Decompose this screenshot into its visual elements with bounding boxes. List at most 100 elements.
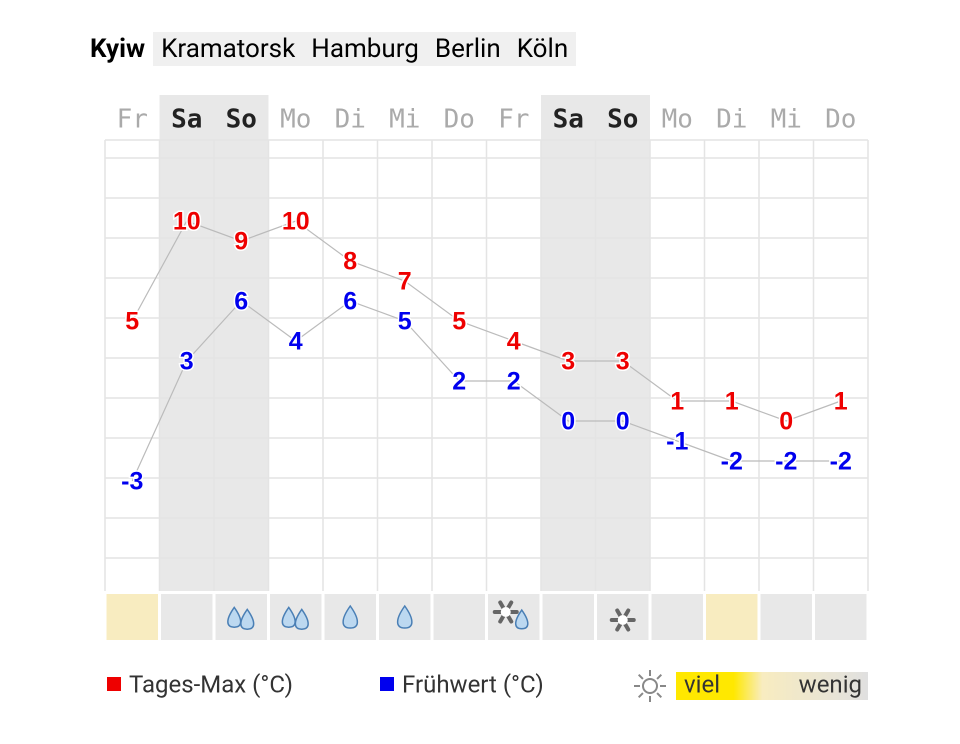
- weather-cell: [542, 594, 594, 640]
- day-label: Fr: [117, 105, 148, 135]
- value-label: 3: [561, 348, 575, 376]
- weather-bg: [433, 594, 485, 640]
- weekend-band: [541, 95, 596, 591]
- city-tab[interactable]: Köln: [508, 32, 577, 66]
- weather-bg: [215, 594, 267, 640]
- value-label: 9: [234, 228, 248, 256]
- legend-swatch: [380, 677, 394, 691]
- sun-high-label: viel: [684, 670, 720, 698]
- value-label: 2: [452, 368, 466, 396]
- weather-row: [105, 592, 868, 642]
- legend-label: Frühwert (°C): [402, 670, 544, 698]
- day-label: Di: [716, 105, 747, 135]
- legend-swatch: [107, 677, 121, 691]
- day-label: Do: [825, 105, 856, 135]
- sun-ray: [656, 692, 663, 699]
- weather-bg: [379, 594, 431, 640]
- value-label: 8: [343, 248, 357, 276]
- weather-bg: [706, 594, 758, 640]
- value-label: 1: [834, 388, 848, 416]
- value-label: -2: [830, 448, 852, 476]
- value-label: -3: [121, 468, 143, 496]
- day-label: Do: [444, 105, 475, 135]
- day-label: Mi: [389, 105, 420, 135]
- city-tab[interactable]: Hamburg: [303, 32, 427, 66]
- weekend-band: [214, 95, 269, 591]
- weather-cell: [815, 594, 867, 640]
- snow-flake: [500, 607, 511, 617]
- weather-bg: [488, 594, 540, 640]
- value-label: 10: [282, 208, 310, 236]
- weather-cell: [215, 594, 267, 640]
- rain-drop: [281, 606, 296, 628]
- snow-flake: [498, 600, 514, 624]
- value-label: 3: [616, 348, 630, 376]
- sun-core: [642, 678, 658, 694]
- value-label: 5: [398, 308, 412, 336]
- value-label: 4: [507, 328, 521, 356]
- snow-flake: [615, 608, 631, 632]
- weather-bg: [815, 594, 867, 640]
- value-label: 6: [234, 288, 248, 316]
- weather-cell: [597, 594, 649, 640]
- rain-drop: [240, 608, 255, 630]
- value-label: 0: [561, 408, 575, 436]
- weather-cell: [270, 594, 322, 640]
- value-label: 5: [125, 308, 139, 336]
- weather-bg: [270, 594, 322, 640]
- weather-bg: [597, 594, 649, 640]
- legend-label: Tages-Max (°C): [129, 670, 293, 698]
- value-label: 2: [507, 368, 521, 396]
- value-label: 1: [725, 388, 739, 416]
- rain-drop: [514, 608, 529, 630]
- value-label: 0: [779, 408, 793, 436]
- day-label: Fr: [498, 105, 529, 135]
- value-label: 0: [616, 408, 630, 436]
- day-label: Di: [335, 105, 366, 135]
- rain-drop: [227, 606, 242, 628]
- sun-ray: [637, 673, 644, 680]
- value-label: 3: [180, 348, 194, 376]
- weather-cell: [106, 594, 158, 640]
- city-tab[interactable]: Kramatorsk: [153, 32, 304, 66]
- sun-ray: [637, 692, 644, 699]
- series-line: [131, 300, 841, 482]
- value-label: 7: [398, 268, 412, 296]
- weather-cell: [760, 594, 812, 640]
- value-label: 6: [343, 288, 357, 316]
- sun-scale: [676, 672, 868, 700]
- value-label: -2: [775, 448, 797, 476]
- rain-drop: [294, 608, 309, 630]
- weekend-band: [595, 95, 650, 591]
- snow-flake: [498, 600, 514, 624]
- snow-flake: [617, 615, 628, 625]
- rain-drop: [342, 604, 359, 629]
- weather-cell: [324, 594, 376, 640]
- day-label: Sa: [553, 105, 584, 135]
- day-label: Mo: [662, 105, 693, 135]
- series-line: [131, 220, 841, 422]
- day-label: Sa: [171, 105, 202, 135]
- value-label: 10: [173, 208, 201, 236]
- day-label: Mo: [280, 105, 311, 135]
- value-label: 1: [670, 388, 684, 416]
- day-label: So: [226, 105, 257, 135]
- snow-flake: [615, 608, 631, 632]
- city-tab[interactable]: Kyiw: [86, 32, 154, 66]
- weather-cell: [706, 594, 758, 640]
- weather-cell: [379, 594, 431, 640]
- sun-low-label: wenig: [799, 670, 862, 698]
- weather-bg: [106, 594, 158, 640]
- city-tab[interactable]: Berlin: [426, 32, 509, 66]
- weather-cell: [488, 594, 540, 640]
- value-label: -2: [721, 448, 743, 476]
- rain-drop: [396, 604, 413, 629]
- weather-cell: [651, 594, 703, 640]
- day-label: So: [607, 105, 638, 135]
- weather-bg: [324, 594, 376, 640]
- day-label: Mi: [771, 105, 802, 135]
- weather-cell: [161, 594, 213, 640]
- weather-bg: [651, 594, 703, 640]
